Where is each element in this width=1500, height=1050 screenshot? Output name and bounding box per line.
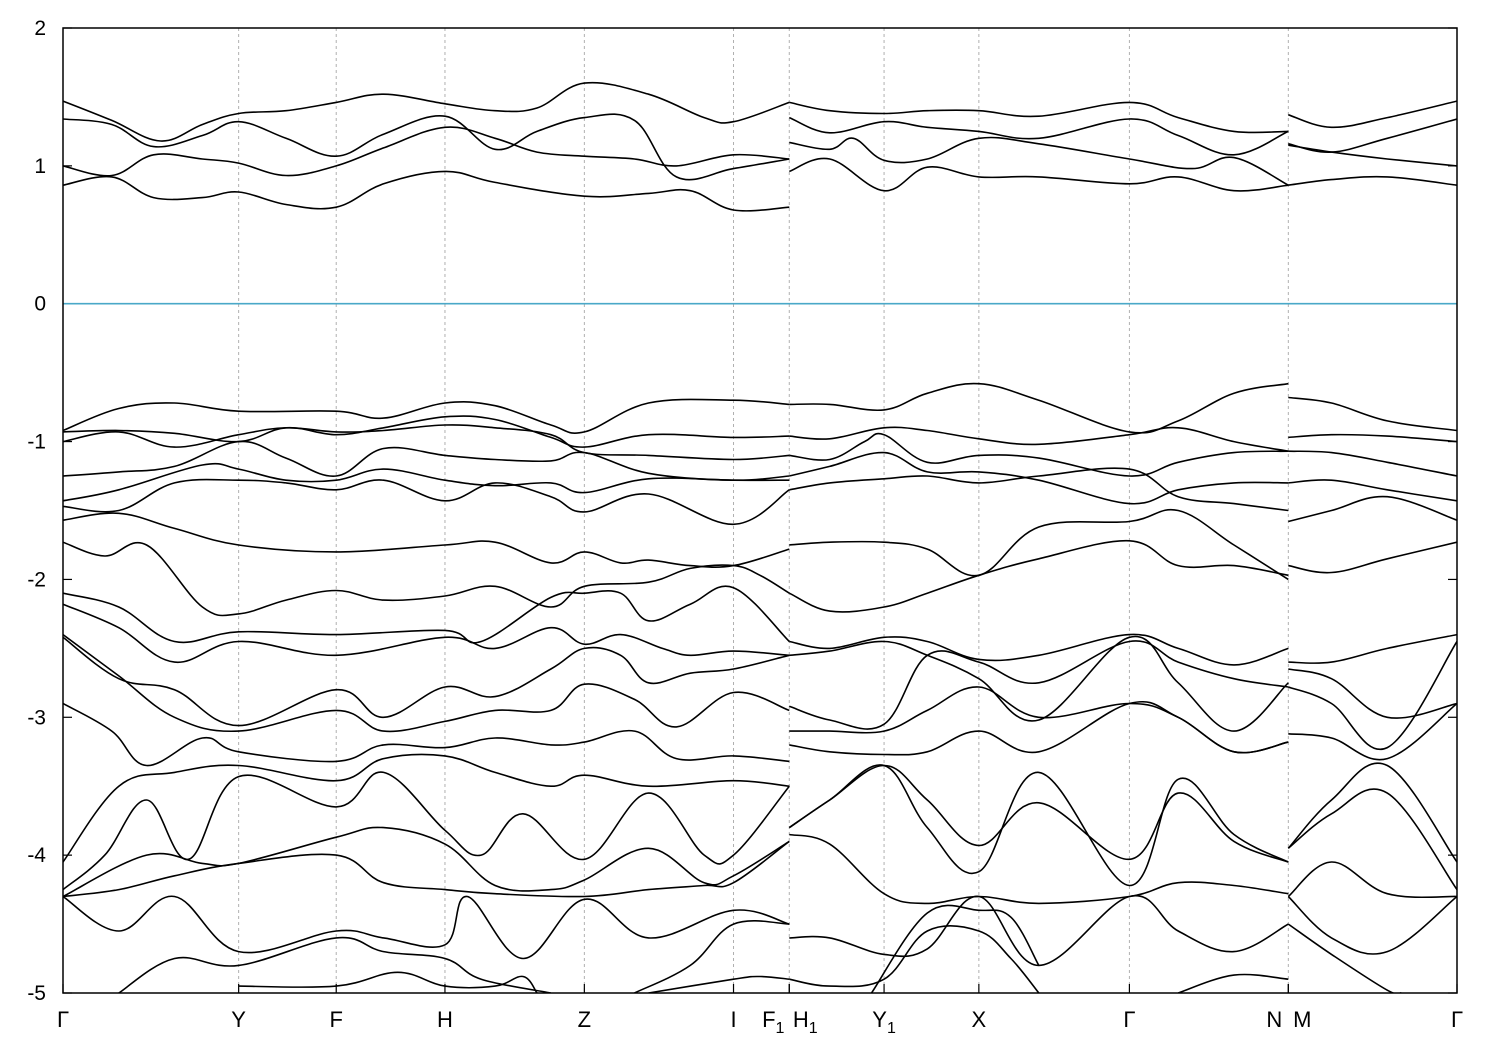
band-series-1	[63, 81, 790, 142]
band-series-9	[1288, 100, 1457, 129]
band-series-45	[1288, 641, 1457, 751]
band-series-62	[634, 920, 790, 993]
xtick-label: Γ	[1123, 1007, 1135, 1032]
band-series-13	[63, 398, 790, 434]
band-series-15	[63, 424, 790, 461]
band-series-26	[789, 508, 1289, 581]
xtick-label: M	[1293, 1007, 1311, 1032]
band-series-31	[1288, 479, 1457, 502]
band-series-4	[63, 170, 790, 212]
band-series-56	[1287, 788, 1457, 891]
xtick-label: Z	[578, 1007, 591, 1032]
band-series-53	[788, 764, 1289, 863]
band-series-20	[63, 541, 790, 617]
band-series-65	[789, 925, 1040, 993]
xtick-label: Γ	[1451, 1007, 1463, 1032]
band-series-8	[789, 157, 1289, 192]
x-axis: Γ Y F H Z I F1 H1 Y1 X Γ N M Γ	[57, 984, 1463, 1037]
band-series-38	[63, 702, 790, 767]
band-series-11	[1288, 144, 1457, 167]
ytick-label: 1	[34, 155, 46, 178]
band-lines	[63, 81, 1457, 993]
band-series-52	[788, 764, 1289, 887]
band-series-57	[1287, 861, 1457, 899]
xtick-label: H	[437, 1007, 453, 1032]
band-series-41	[789, 640, 1289, 730]
band-series-37	[63, 633, 790, 733]
y-axis: 2 1 0 -1 -2 -3 -4 -5	[27, 17, 1457, 1005]
band-series-50	[63, 826, 790, 898]
xtick-label: X	[972, 1007, 987, 1032]
band-series-35	[63, 603, 790, 663]
band-series-64	[789, 894, 1289, 967]
band-series-59	[63, 895, 790, 960]
xtick-label: Y1	[872, 1007, 896, 1037]
ytick-label: -4	[27, 844, 46, 867]
ytick-label: -3	[27, 706, 46, 729]
band-series-44	[1288, 668, 1457, 719]
kpoint-gridlines	[238, 28, 1289, 993]
band-series-43	[789, 701, 1289, 756]
band-series-40	[789, 635, 1289, 732]
band-series-63	[648, 975, 790, 993]
band-series-30	[1288, 450, 1457, 477]
band-series-39	[789, 633, 1289, 666]
ytick-label: -5	[27, 982, 46, 1005]
band-series-61	[238, 971, 538, 993]
band-series-21	[789, 382, 1289, 434]
ytick-label: -1	[27, 431, 46, 454]
band-series-49	[63, 771, 790, 891]
band-series-27	[788, 539, 1289, 613]
band-series-66	[870, 904, 1040, 993]
band-series-17	[63, 462, 790, 502]
band-series-58	[1287, 895, 1457, 955]
band-series-29	[1288, 433, 1457, 443]
xtick-label: F1	[762, 1007, 784, 1037]
band-series-55	[1287, 762, 1457, 863]
band-series-46	[1288, 633, 1457, 664]
band-series-33	[1288, 541, 1457, 574]
band-series-3	[63, 126, 790, 177]
band-series-2	[63, 113, 790, 181]
band-series-6	[788, 116, 1289, 156]
ytick-label: 0	[34, 293, 46, 316]
band-series-48	[63, 753, 790, 863]
band-series-22	[789, 426, 1289, 452]
xtick-label: N	[1266, 1007, 1282, 1032]
band-series-54	[789, 833, 1289, 905]
xtick-label: H1	[793, 1007, 818, 1037]
band-series-19	[63, 512, 790, 568]
band-series-18	[63, 478, 790, 526]
band-series-47	[1288, 702, 1457, 761]
band-series-7	[789, 136, 1289, 186]
xtick-label: I	[730, 1007, 736, 1032]
band-series-16	[63, 440, 790, 482]
band-series-28	[1288, 396, 1457, 432]
xtick-label: F	[329, 1007, 342, 1032]
band-series-36	[63, 636, 790, 727]
band-series-12	[1288, 175, 1457, 186]
band-series-5	[789, 101, 1289, 134]
ytick-label: 2	[34, 17, 46, 40]
band-series-25	[789, 467, 1289, 512]
band-series-23	[789, 432, 1289, 477]
band-series-68	[1287, 923, 1402, 993]
band-series-24	[789, 451, 1289, 505]
band-series-32	[1288, 495, 1457, 523]
ytick-label: -2	[27, 568, 46, 591]
xtick-label: Y	[231, 1007, 246, 1032]
band-series-34	[63, 585, 790, 644]
band-series-67	[1177, 973, 1289, 993]
band-series-51	[63, 840, 790, 898]
xtick-label: Γ	[57, 1007, 69, 1032]
band-series-60	[118, 936, 552, 993]
band-series-14	[63, 415, 790, 448]
plot-frame	[62, 27, 1458, 994]
